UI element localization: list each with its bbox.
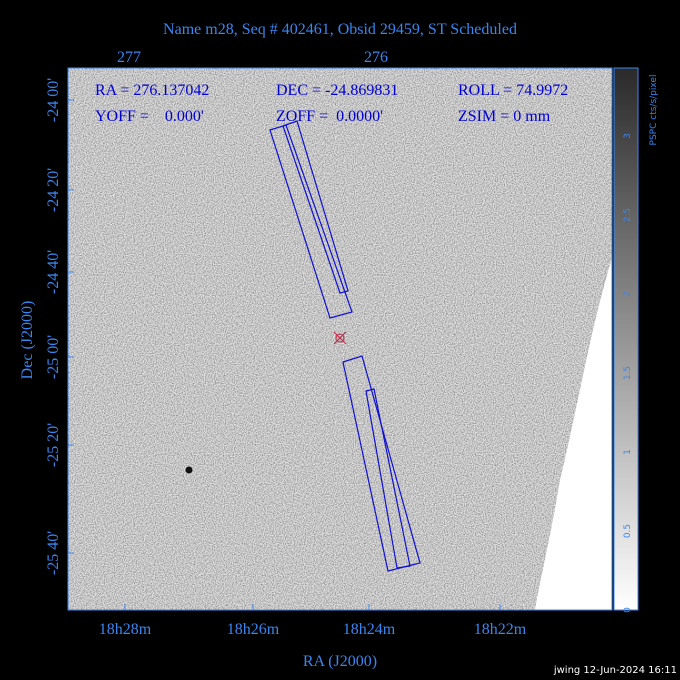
annotation: RA = 276.137042 — [95, 82, 209, 99]
footer: jwing 12-Jun-2024 16:11 — [553, 665, 677, 676]
colorbar-tick-label: 2.5 — [623, 208, 633, 222]
x-tick-label: 18h26m — [227, 621, 280, 638]
no-coverage — [535, 258, 612, 610]
colorbar-tick-label: 1.5 — [623, 366, 633, 380]
star — [185, 466, 193, 474]
colorbar-tick-label: 1 — [623, 449, 633, 455]
target-marker — [333, 331, 347, 345]
sky-noise — [68, 68, 612, 610]
colorbar — [613, 67, 639, 611]
y-axis-label: Dec (J2000) — [19, 301, 36, 380]
annotation: DEC = -24.869831 — [276, 82, 398, 99]
colorbar-label: PSPC cts/s/pixel — [649, 75, 659, 146]
y-tick-label: -25 00' — [45, 335, 62, 379]
instrument-outline — [269, 120, 421, 572]
y-tick-label: -24 20' — [45, 168, 62, 212]
annotation: ZOFF = 0.0000' — [276, 108, 383, 125]
y-tick-label: -25 20' — [45, 423, 62, 467]
x-tick-label: 18h28m — [99, 621, 152, 638]
colorbar-tick-label: 2 — [623, 291, 633, 297]
x-tick-label: 18h22m — [474, 621, 527, 638]
annotation: ZSIM = 0 mm — [458, 108, 551, 125]
x-tick-label: 18h24m — [343, 621, 396, 638]
annotation: YOFF = 0.000' — [95, 108, 204, 125]
y-tick-label: -24 00' — [45, 78, 62, 122]
y-tick-label: -24 40' — [45, 250, 62, 294]
annotation: ROLL = 74.9972 — [458, 82, 568, 99]
colorbar-tick-label: 0.5 — [623, 524, 633, 538]
colorbar-tick-label: 0 — [623, 607, 633, 613]
x-axis-label: RA (J2000) — [303, 653, 377, 670]
title: Name m28, Seq # 402461, Obsid 29459, ST … — [163, 21, 517, 38]
colorbar-tick-label: 3 — [623, 133, 633, 139]
top-tick-label: 277 — [117, 49, 141, 66]
frame — [67, 67, 613, 611]
top-tick-label: 276 — [364, 49, 388, 66]
y-tick-label: -25 40' — [45, 531, 62, 575]
